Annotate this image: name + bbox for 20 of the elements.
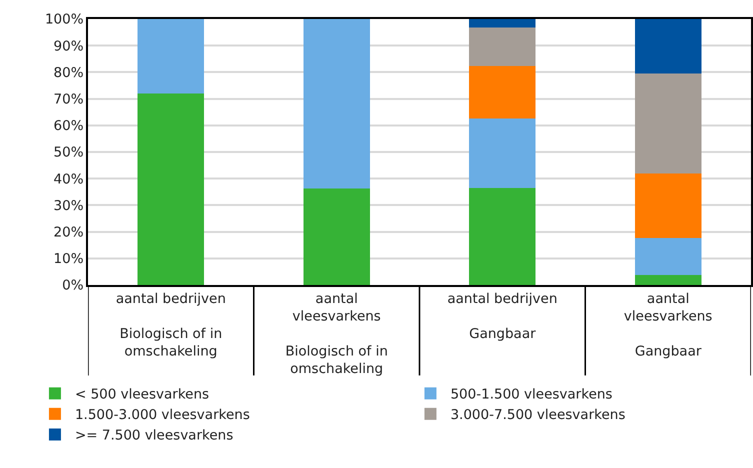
y-tick-label: 40%	[54, 171, 84, 188]
y-tick-label: 50%	[54, 144, 84, 161]
y-tick-label: 30%	[54, 198, 84, 214]
legend-label: < 500 vleesvarkens	[74, 386, 210, 403]
legend-label: 3.000-7.500 vleesvarkens	[450, 407, 626, 424]
legend-label: >= 7.500 vleesvarkens	[74, 428, 234, 444]
category-label: aantal bedrijven Biologisch of in omschakeling	[116, 290, 226, 360]
legend-label: 1.500-3.000 vleesvarkens	[74, 407, 250, 424]
y-tick-label: 20%	[54, 224, 84, 241]
y-tick-label: 0%	[62, 278, 84, 294]
y-tick-label: 100%	[44, 12, 84, 28]
y-tick-label: 80%	[54, 64, 84, 81]
y-tick-label: 90%	[54, 38, 84, 54]
category-label: aantal bedrijven Gangbaar	[447, 290, 558, 342]
category-label: aantal vleesvarkens Biologisch of in omschakeling	[285, 290, 388, 378]
y-tick-label: 60%	[54, 118, 84, 134]
y-tick-label: 70%	[54, 92, 84, 108]
legend-label: 500-1.500 vleesvarkens	[450, 386, 612, 403]
y-tick-label: 10%	[54, 251, 84, 268]
category-label: aantal vleesvarkens Gangbaar	[624, 290, 712, 360]
